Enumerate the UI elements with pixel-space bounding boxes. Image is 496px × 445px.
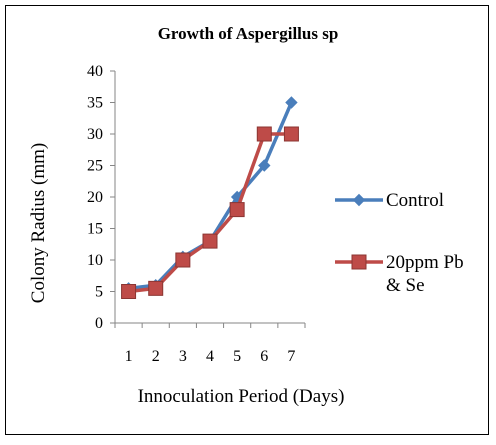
legend-label: Control bbox=[386, 190, 444, 211]
y-tick-label: 25 bbox=[87, 158, 103, 175]
data-point bbox=[258, 159, 271, 172]
data-point bbox=[256, 126, 272, 142]
y-tick-label: 10 bbox=[87, 252, 103, 269]
data-point bbox=[148, 280, 164, 296]
chart-frame bbox=[5, 5, 489, 435]
y-axis: 0 5 10 15 20 25 30 35 40 bbox=[87, 63, 116, 332]
x-tick-label: 3 bbox=[179, 348, 187, 365]
y-tick-label: 40 bbox=[87, 63, 103, 80]
y-tick-label: 5 bbox=[95, 284, 103, 301]
x-tick-label: 5 bbox=[233, 348, 241, 365]
y-tick-label: 20 bbox=[87, 189, 103, 206]
legend-label: & Se bbox=[386, 275, 425, 296]
data-point bbox=[121, 284, 137, 299]
chart-title: Growth of Aspergillus sp bbox=[158, 24, 339, 43]
data-point bbox=[175, 252, 191, 268]
y-tick-label: 30 bbox=[87, 126, 103, 143]
data-point bbox=[283, 126, 299, 142]
x-tick-label: 7 bbox=[287, 348, 295, 365]
legend-entry: 20ppm Pb& Se bbox=[335, 252, 464, 296]
y-axis-label: Colony Radius (mm) bbox=[28, 143, 49, 303]
y-tick-label: 15 bbox=[87, 221, 103, 238]
legend-entry: Control bbox=[335, 190, 444, 211]
x-axis-label: Innoculation Period (Days) bbox=[138, 386, 345, 407]
legend-label: 20ppm Pb bbox=[386, 252, 464, 273]
y-tick-label: 0 bbox=[95, 315, 103, 332]
x-tick-label: 4 bbox=[206, 348, 214, 365]
data-point bbox=[285, 96, 298, 109]
legend-marker bbox=[352, 193, 366, 207]
data-point bbox=[202, 233, 218, 249]
legend-marker bbox=[351, 254, 367, 270]
y-tick-label: 35 bbox=[87, 95, 103, 112]
x-tick-label: 6 bbox=[260, 348, 268, 365]
legend: Control 20ppm Pb& Se bbox=[335, 190, 464, 296]
x-tick-label: 1 bbox=[125, 348, 133, 365]
series-layer bbox=[121, 96, 299, 299]
x-axis: 1 2 3 4 5 6 7 bbox=[114, 322, 306, 365]
series-2 bbox=[121, 126, 299, 299]
data-point bbox=[229, 202, 245, 218]
x-tick-label: 2 bbox=[152, 348, 160, 365]
